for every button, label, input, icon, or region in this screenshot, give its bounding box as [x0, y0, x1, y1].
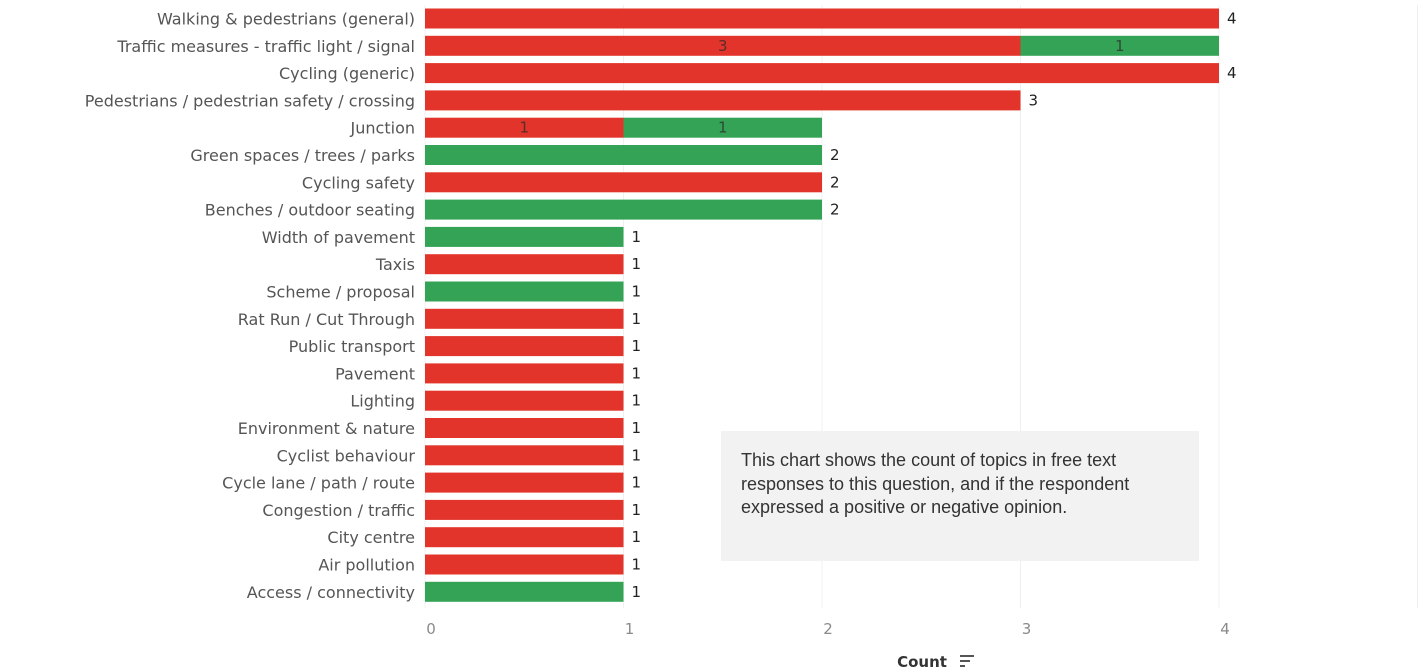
- x-tick-label: 3: [1022, 620, 1032, 638]
- category-label: Environment & nature: [238, 419, 415, 438]
- bar-segment[interactable]: [425, 308, 624, 329]
- bar-segment[interactable]: [425, 281, 624, 302]
- bar-value-label: 1: [632, 583, 642, 601]
- category-label: Benches / outdoor seating: [205, 201, 415, 220]
- category-label: Taxis: [375, 255, 415, 274]
- bar-value-label: 1: [632, 446, 642, 464]
- bar-value-label: 1: [632, 556, 642, 574]
- category-label: Rat Run / Cut Through: [238, 310, 415, 329]
- bar-value-label: 1: [632, 283, 642, 301]
- bar-segment[interactable]: [425, 472, 624, 493]
- sort-icon[interactable]: [960, 655, 974, 667]
- bar-value-label: 2: [830, 146, 840, 164]
- category-label: Air pollution: [318, 556, 415, 575]
- bar-value-label: 4: [1227, 64, 1237, 82]
- bar-segment[interactable]: [623, 117, 823, 138]
- x-axis: 012345: [426, 620, 1230, 638]
- segment-value-label: 3: [718, 37, 728, 55]
- category-label: Public transport: [289, 337, 415, 356]
- category-label: Walking & pedestrians (general): [157, 10, 415, 29]
- bar-value-label: 4: [1227, 10, 1237, 28]
- bar-value-label: 1: [632, 337, 642, 355]
- chart-note: This chart shows the count of topics in …: [721, 431, 1199, 561]
- x-tick-label: 1: [625, 620, 635, 638]
- category-label: Junction: [350, 119, 415, 138]
- bar-value-label: 3: [1029, 91, 1039, 109]
- segment-value-label: 1: [718, 119, 728, 137]
- x-tick-label: 4: [1220, 620, 1230, 638]
- category-label: Width of pavement: [262, 228, 415, 247]
- bar-segment[interactable]: [425, 90, 1021, 111]
- bar-segment[interactable]: [425, 117, 624, 138]
- bar-segment[interactable]: [1020, 35, 1220, 56]
- chart-note-text: This chart shows the count of topics in …: [741, 450, 1130, 517]
- bar-segment[interactable]: [425, 390, 624, 411]
- bar-segment[interactable]: [425, 35, 1021, 56]
- x-tick-label: 2: [823, 620, 833, 638]
- value-labels: 4 3 1 4 3 1 1 2 2 2 1 1 1 1 1 1 1 1 1 1 1 1 1 1: [519, 10, 1236, 601]
- bar-segment[interactable]: [425, 418, 624, 438]
- x-axis-title-group[interactable]: Count: [897, 653, 974, 671]
- category-label: Cyclist behaviour: [277, 446, 416, 465]
- segment-value-label: 1: [1115, 37, 1125, 55]
- category-label: Cycle lane / path / route: [222, 474, 415, 493]
- bar-value-label: 1: [632, 255, 642, 273]
- bar-value-label: 1: [632, 310, 642, 328]
- bar-segment[interactable]: [425, 363, 624, 384]
- bar-value-label: 1: [632, 528, 642, 546]
- bar-segment[interactable]: [425, 226, 624, 247]
- bars: [425, 8, 1220, 602]
- bar-segment[interactable]: [425, 336, 624, 357]
- segment-value-label: 1: [519, 119, 529, 137]
- bar-segment[interactable]: [425, 445, 624, 466]
- bar-value-label: 2: [830, 173, 840, 191]
- bar-segment[interactable]: [425, 254, 624, 275]
- bar-value-label: 1: [632, 419, 642, 437]
- x-tick-label: 0: [426, 620, 436, 638]
- category-label: Cycling (generic): [279, 64, 415, 83]
- bar-value-label: 1: [632, 392, 642, 410]
- bar-value-label: 1: [632, 228, 642, 246]
- bar-segment[interactable]: [425, 554, 624, 575]
- bar-value-label: 1: [632, 474, 642, 492]
- bar-value-label: 2: [830, 201, 840, 219]
- category-label: Scheme / proposal: [266, 283, 415, 302]
- category-label: Congestion / traffic: [262, 501, 415, 520]
- category-labels: Walking & pedestrians (general) Traffic m…: [85, 10, 416, 602]
- x-axis-title: Count: [897, 653, 947, 671]
- category-label: Pavement: [335, 364, 415, 383]
- category-label: Cycling safety: [302, 173, 415, 192]
- category-label: Green spaces / trees / parks: [190, 146, 415, 165]
- category-label: Lighting: [350, 392, 415, 411]
- bar-segment[interactable]: [425, 499, 624, 520]
- category-label: Access / connectivity: [247, 583, 415, 602]
- category-label: Traffic measures - traffic light / signa…: [116, 37, 415, 56]
- bar-segment[interactable]: [425, 199, 822, 220]
- bar-segment[interactable]: [425, 145, 822, 165]
- bar-segment[interactable]: [425, 172, 822, 193]
- bar-segment[interactable]: [425, 527, 624, 548]
- bar-segment[interactable]: [425, 63, 1219, 84]
- bar-value-label: 1: [632, 501, 642, 519]
- bar-segment[interactable]: [425, 8, 1219, 29]
- bar-value-label: 1: [632, 364, 642, 382]
- category-label: City centre: [327, 528, 415, 547]
- category-label: Pedestrians / pedestrian safety / crossi…: [85, 91, 415, 110]
- bar-segment[interactable]: [425, 581, 624, 602]
